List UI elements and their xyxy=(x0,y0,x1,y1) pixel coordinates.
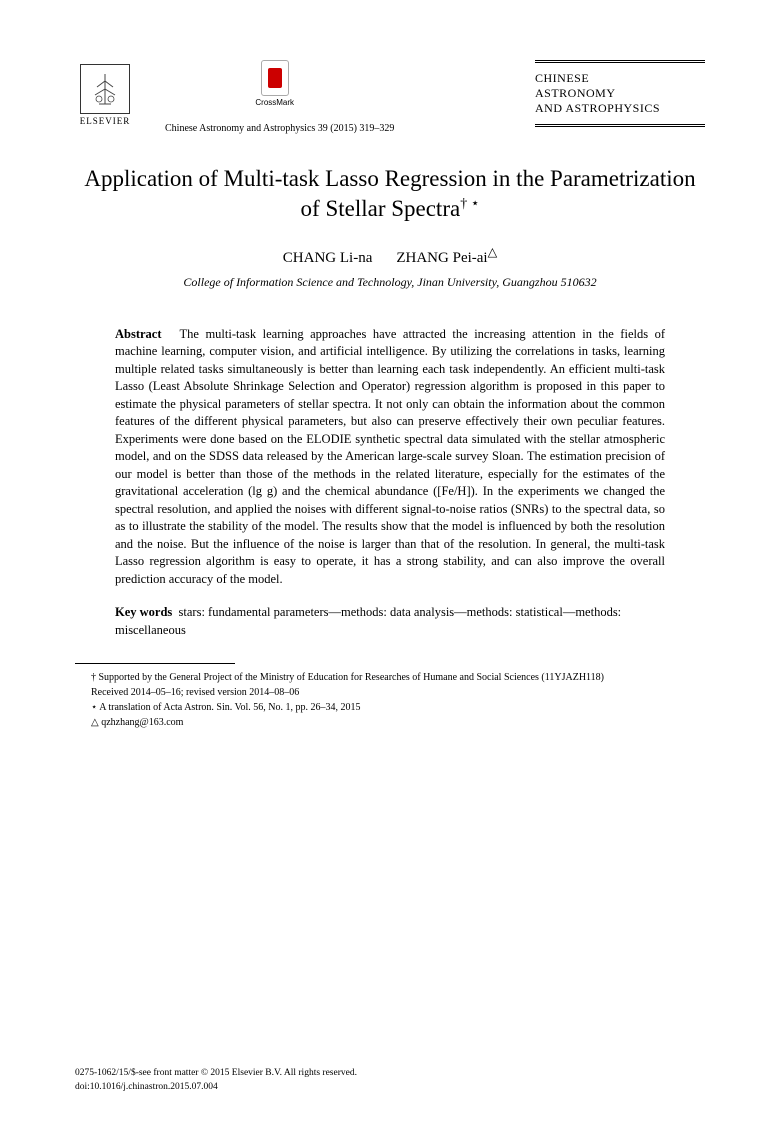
title-markers: † ⋆ xyxy=(460,196,479,211)
journal-name-line2: ASTRONOMY xyxy=(535,86,705,101)
author-2: ZHANG Pei-ai xyxy=(396,250,487,266)
author-1: CHANG Li-na xyxy=(283,250,373,266)
authors: CHANG Li-na ZHANG Pei-ai△ xyxy=(75,244,705,267)
keywords: Key words stars: fundamental parameters—… xyxy=(75,604,705,639)
header: ELSEVIER CrossMark Chinese Astronomy and… xyxy=(75,60,705,134)
bottom-info: 0275-1062/15/$-see front matter © 2015 E… xyxy=(75,1067,357,1094)
keywords-label: Key words xyxy=(115,605,172,619)
journal-name-line3: AND ASTROPHYSICS xyxy=(535,101,705,116)
journal-name-block: CHINESE ASTRONOMY AND ASTROPHYSICS xyxy=(535,60,705,127)
crossmark-icon xyxy=(261,60,289,96)
elsevier-logo: ELSEVIER xyxy=(75,64,135,134)
abstract-label: Abstract xyxy=(115,327,162,341)
footnotes: † Supported by the General Project of th… xyxy=(75,670,705,730)
author-2-marker: △ xyxy=(488,245,498,259)
affiliation: College of Information Science and Techn… xyxy=(75,275,705,290)
footnote-rule xyxy=(75,663,235,664)
doi-line: doi:10.1016/j.chinastron.2015.07.004 xyxy=(75,1081,357,1094)
article-title: Application of Multi-task Lasso Regressi… xyxy=(75,164,705,224)
keywords-text: stars: fundamental parameters—methods: d… xyxy=(115,605,621,637)
footnote-4: △ qzhzhang@163.com xyxy=(75,715,705,730)
abstract: AbstractThe multi-task learning approach… xyxy=(75,326,705,589)
title-text: Application of Multi-task Lasso Regressi… xyxy=(84,166,695,221)
footnote-3: ⋆ A translation of Acta Astron. Sin. Vol… xyxy=(75,700,705,715)
footnote-1: † Supported by the General Project of th… xyxy=(75,670,705,685)
crossmark-badge[interactable]: CrossMark xyxy=(155,60,394,107)
copyright-line: 0275-1062/15/$-see front matter © 2015 E… xyxy=(75,1067,357,1080)
footnote-2: Received 2014–05–16; revised version 201… xyxy=(75,685,705,700)
journal-name-line1: CHINESE xyxy=(535,71,705,86)
crossmark-label: CrossMark xyxy=(255,98,294,107)
publisher-name: ELSEVIER xyxy=(80,116,131,126)
journal-reference: Chinese Astronomy and Astrophysics 39 (2… xyxy=(165,123,394,134)
header-center: CrossMark Chinese Astronomy and Astrophy… xyxy=(155,60,394,134)
header-left: ELSEVIER CrossMark Chinese Astronomy and… xyxy=(75,60,394,134)
abstract-text: The multi-task learning approaches have … xyxy=(115,327,665,586)
elsevier-tree-icon xyxy=(80,64,130,114)
